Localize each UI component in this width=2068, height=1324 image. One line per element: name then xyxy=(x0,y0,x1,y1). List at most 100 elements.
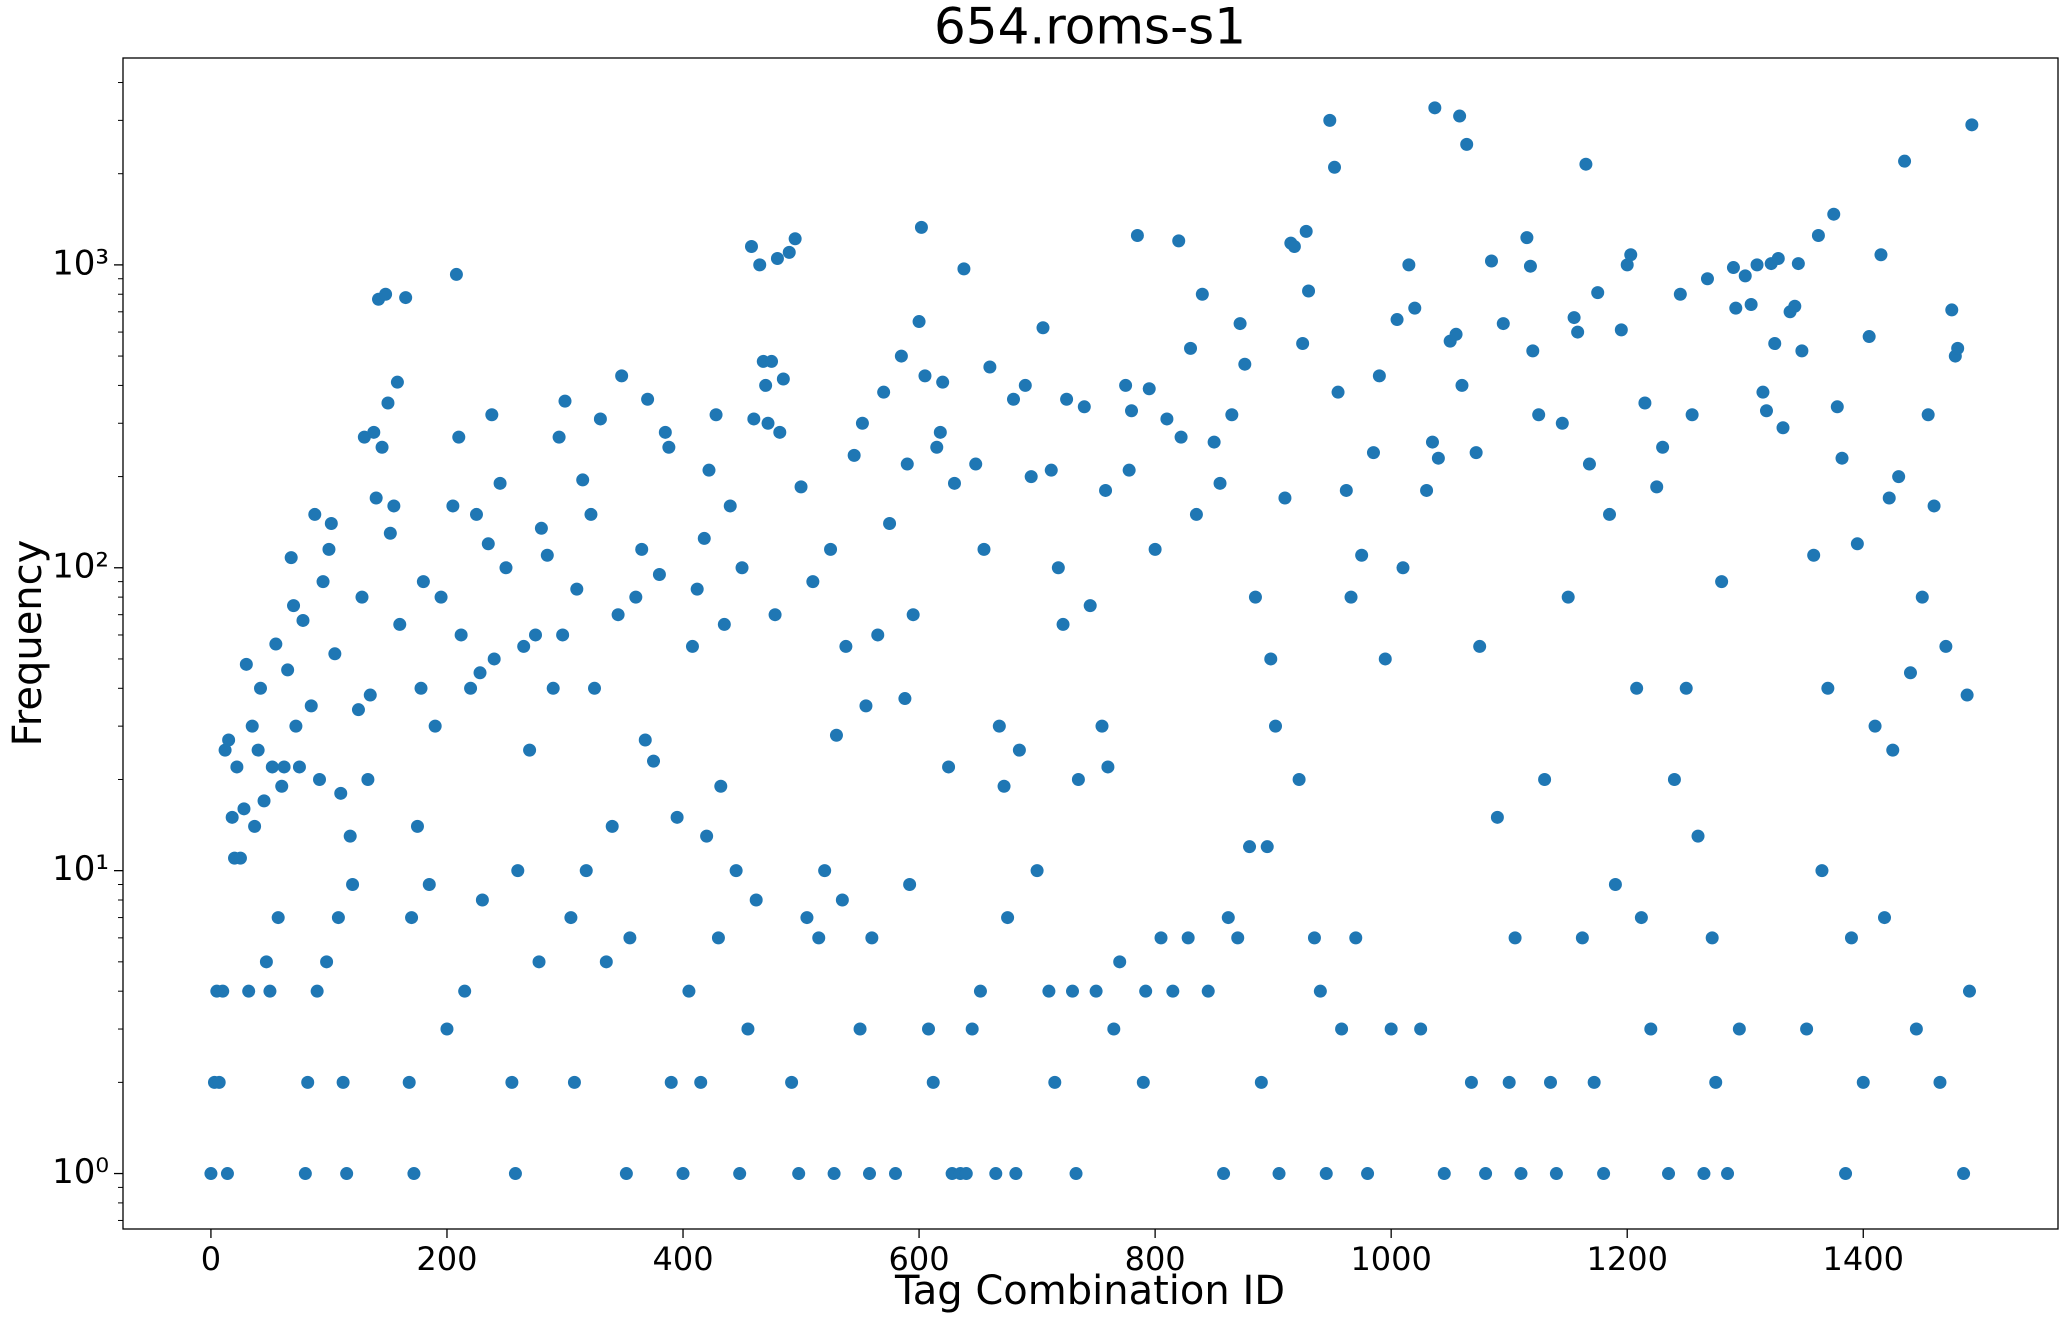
point xyxy=(1361,1167,1375,1181)
point xyxy=(1331,385,1345,399)
point xyxy=(1339,483,1353,497)
point xyxy=(375,440,389,454)
point xyxy=(871,628,885,642)
point xyxy=(481,537,495,551)
point xyxy=(284,551,298,565)
point xyxy=(1965,118,1979,132)
point xyxy=(959,1167,973,1181)
point xyxy=(1335,1022,1349,1036)
point xyxy=(399,291,413,305)
point xyxy=(829,728,843,742)
point xyxy=(1656,440,1670,454)
point xyxy=(322,542,336,556)
y-tick-label: 10² xyxy=(52,546,109,586)
point xyxy=(1414,1022,1428,1036)
point xyxy=(336,1075,350,1089)
point xyxy=(818,864,832,878)
point xyxy=(1715,575,1729,589)
point xyxy=(301,1075,315,1089)
point xyxy=(1484,254,1498,268)
point xyxy=(1827,207,1841,221)
point xyxy=(1532,408,1546,422)
point xyxy=(1738,269,1752,283)
point xyxy=(334,786,348,800)
point xyxy=(658,425,672,439)
point xyxy=(1624,248,1638,262)
point xyxy=(1287,240,1301,254)
point xyxy=(690,582,704,596)
point xyxy=(511,864,525,878)
x-tick-label: 1000 xyxy=(1350,1240,1431,1278)
point xyxy=(1571,325,1585,339)
point xyxy=(773,425,787,439)
point xyxy=(839,639,853,653)
point xyxy=(1254,1075,1268,1089)
point xyxy=(903,878,917,892)
point xyxy=(269,637,283,651)
point xyxy=(1882,491,1896,505)
point xyxy=(1473,639,1487,653)
point xyxy=(292,760,306,774)
point xyxy=(410,819,424,833)
point xyxy=(800,911,814,925)
point xyxy=(1243,840,1257,854)
point xyxy=(1269,719,1283,733)
point xyxy=(1136,1075,1150,1089)
point xyxy=(714,779,728,793)
point xyxy=(1006,392,1020,406)
point xyxy=(1630,681,1644,695)
point xyxy=(528,628,542,642)
point xyxy=(1302,284,1316,298)
point xyxy=(1030,864,1044,878)
point xyxy=(1428,101,1442,115)
point xyxy=(237,802,251,816)
x-tick-label: 200 xyxy=(416,1240,477,1278)
point xyxy=(1496,317,1510,331)
point xyxy=(1582,457,1596,471)
point xyxy=(635,542,649,556)
point xyxy=(853,1022,867,1036)
point xyxy=(1479,1167,1493,1181)
point xyxy=(926,1075,940,1089)
point xyxy=(473,666,487,680)
x-tick-label: 1200 xyxy=(1586,1240,1667,1278)
point xyxy=(992,719,1006,733)
point xyxy=(788,232,802,246)
point xyxy=(638,733,652,747)
point xyxy=(647,754,661,768)
point xyxy=(1697,1167,1711,1181)
point xyxy=(1366,446,1380,460)
point xyxy=(552,430,566,444)
point xyxy=(1142,382,1156,396)
point xyxy=(1122,463,1136,477)
point xyxy=(1835,451,1849,465)
point xyxy=(1449,327,1463,341)
point xyxy=(1776,421,1790,435)
point xyxy=(253,681,267,695)
point xyxy=(1221,911,1235,925)
point xyxy=(709,408,723,422)
point xyxy=(1056,617,1070,631)
point xyxy=(1850,537,1864,551)
point xyxy=(296,613,310,627)
point xyxy=(1744,297,1758,311)
point xyxy=(1939,639,1953,653)
point xyxy=(977,542,991,556)
point xyxy=(835,893,849,907)
point xyxy=(458,984,472,998)
point xyxy=(1036,321,1050,335)
point xyxy=(1726,261,1740,275)
point xyxy=(416,575,430,589)
point xyxy=(1125,404,1139,418)
point xyxy=(906,608,920,622)
point xyxy=(1543,1075,1557,1089)
y-tick-label: 10³ xyxy=(52,243,109,283)
point xyxy=(402,1075,416,1089)
point xyxy=(1148,542,1162,556)
point xyxy=(454,628,468,642)
point xyxy=(812,931,826,945)
point xyxy=(383,526,397,540)
point xyxy=(1292,772,1306,786)
point xyxy=(1903,666,1917,680)
point xyxy=(1160,412,1174,426)
